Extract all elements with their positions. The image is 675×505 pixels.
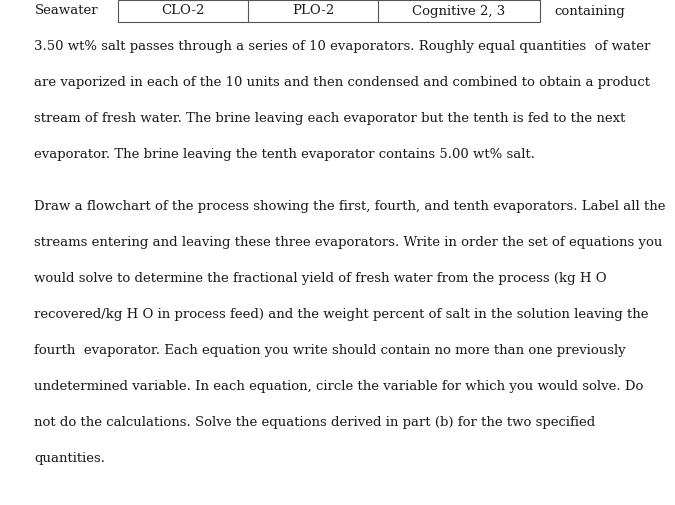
Text: recovered/kg H O in process feed) and the weight percent of salt in the solution: recovered/kg H O in process feed) and th…: [34, 308, 649, 321]
Bar: [118, 0, 540, 22]
Text: undetermined variable. In each equation, circle the variable for which you would: undetermined variable. In each equation,…: [34, 380, 643, 393]
Text: containing: containing: [554, 5, 625, 18]
Text: are vaporized in each of the 10 units and then condensed and combined to obtain : are vaporized in each of the 10 units an…: [34, 76, 650, 89]
Text: Seawater: Seawater: [35, 5, 99, 18]
Text: streams entering and leaving these three evaporators. Write in order the set of : streams entering and leaving these three…: [34, 236, 662, 249]
Text: Cognitive 2, 3: Cognitive 2, 3: [412, 5, 506, 18]
Text: Draw a flowchart of the process showing the first, fourth, and tenth evaporators: Draw a flowchart of the process showing …: [34, 200, 666, 213]
Text: quantities.: quantities.: [34, 452, 105, 465]
Text: fourth  evaporator. Each equation you write should contain no more than one prev: fourth evaporator. Each equation you wri…: [34, 344, 626, 357]
Text: PLO-2: PLO-2: [292, 5, 334, 18]
Text: CLO-2: CLO-2: [161, 5, 205, 18]
Text: 3.50 wt% salt passes through a series of 10 evaporators. Roughly equal quantitie: 3.50 wt% salt passes through a series of…: [34, 40, 651, 53]
Text: not do the calculations. Solve the equations derived in part (b) for the two spe: not do the calculations. Solve the equat…: [34, 416, 595, 429]
Text: evaporator. The brine leaving the tenth evaporator contains 5.00 wt% salt.: evaporator. The brine leaving the tenth …: [34, 148, 535, 161]
Text: would solve to determine the fractional yield of fresh water from the process (k: would solve to determine the fractional …: [34, 272, 607, 285]
Text: stream of fresh water. The brine leaving each evaporator but the tenth is fed to: stream of fresh water. The brine leaving…: [34, 112, 625, 125]
